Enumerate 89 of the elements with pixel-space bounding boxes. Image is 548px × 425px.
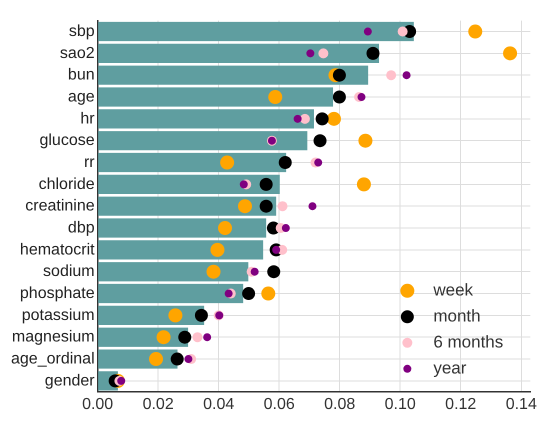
x-tick-label: 0.12	[445, 396, 476, 413]
point	[357, 93, 366, 102]
point	[300, 114, 310, 124]
legend-label: month	[433, 306, 481, 326]
point	[282, 224, 290, 232]
point	[170, 352, 184, 366]
legend-label: 6 months	[433, 332, 504, 352]
y-tick-label: dbp	[68, 219, 95, 236]
point	[356, 177, 371, 192]
y-tick-label: sodium	[43, 263, 95, 280]
point	[364, 28, 372, 36]
y-tick-label: phosphate	[20, 284, 95, 302]
point	[156, 330, 171, 344]
point	[250, 268, 259, 276]
point	[358, 134, 372, 148]
point	[194, 308, 208, 322]
point	[278, 156, 292, 170]
point	[332, 68, 346, 82]
y-tick-label: magnesium	[12, 328, 95, 346]
point	[224, 290, 233, 298]
point	[267, 265, 280, 278]
bar	[98, 109, 314, 128]
x-tick-label: 0.02	[142, 396, 174, 413]
y-tick-label: hematocrit	[20, 241, 96, 258]
y-tick-label: sao2	[60, 44, 95, 62]
bar	[98, 240, 264, 260]
x-tick-label: 0.00	[82, 396, 114, 413]
y-tick-label: sbp	[68, 22, 95, 40]
bar	[98, 174, 280, 194]
point	[316, 112, 329, 126]
point	[314, 158, 322, 167]
bar	[98, 152, 286, 172]
point	[220, 156, 234, 170]
point	[308, 202, 316, 210]
point	[168, 308, 182, 322]
legend-label: week	[432, 280, 474, 300]
y-tick-label: bun	[68, 66, 95, 84]
point	[314, 134, 327, 148]
point	[203, 333, 212, 342]
point	[503, 46, 518, 60]
x-tick-label: 0.06	[264, 396, 295, 413]
point	[386, 70, 396, 80]
y-tick-label: creatinine	[25, 198, 95, 215]
point	[184, 355, 192, 364]
bar	[98, 44, 380, 63]
x-tick-label: 0.10	[384, 396, 416, 413]
y-tick-label: chloride	[38, 176, 95, 193]
y-tick-label: age	[68, 88, 95, 106]
bar	[98, 22, 414, 42]
point	[192, 332, 202, 342]
y-tick-label: rr	[84, 154, 96, 171]
point	[178, 330, 192, 344]
x-tick-label: 0.14	[506, 396, 537, 413]
point	[402, 71, 411, 80]
point	[468, 24, 482, 39]
y-tick-label: hr	[80, 110, 96, 128]
point	[326, 112, 341, 126]
point	[206, 264, 221, 279]
point	[366, 46, 380, 60]
bar	[98, 66, 368, 85]
point	[240, 180, 248, 188]
point	[261, 286, 276, 301]
x-tick-label: 0.04	[203, 396, 234, 413]
y-tick-label: glucose	[39, 132, 95, 150]
point	[210, 242, 224, 257]
bar	[98, 87, 334, 107]
bar	[98, 196, 276, 216]
point	[306, 49, 314, 58]
point	[332, 90, 346, 104]
point	[398, 26, 408, 37]
point	[260, 200, 273, 213]
point	[294, 114, 302, 123]
bar	[98, 284, 244, 304]
point	[318, 48, 328, 58]
y-tick-label: gender	[44, 372, 96, 390]
y-tick-label: potassium	[22, 306, 95, 324]
point	[218, 221, 232, 236]
legend-label: year	[433, 358, 467, 378]
point	[149, 352, 164, 366]
point	[238, 199, 252, 214]
bar	[98, 262, 248, 282]
x-tick-label: 0.08	[324, 396, 356, 413]
point	[268, 90, 282, 104]
bar	[98, 131, 308, 150]
point	[242, 287, 256, 300]
y-tick-label: age_ordinal	[11, 350, 95, 368]
point	[278, 201, 288, 212]
bar	[98, 218, 266, 238]
point	[260, 178, 273, 191]
